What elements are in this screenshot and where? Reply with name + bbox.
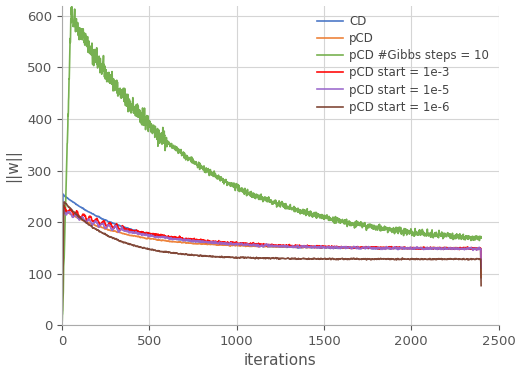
pCD #Gibbs steps = 10 <box>69 4 75 9</box>
Line: pCD start = 1e-3: pCD start = 1e-3 <box>62 205 481 268</box>
pCD #Gibbs steps = 10 <box>414 232 420 236</box>
pCD #Gibbs steps = 10 <box>478 236 484 240</box>
CD <box>117 223 123 228</box>
pCD #Gibbs steps = 10 <box>250 193 256 197</box>
CD <box>250 243 256 248</box>
pCD <box>105 228 111 232</box>
pCD <box>59 265 65 270</box>
pCD <box>60 207 66 212</box>
pCD start = 1e-3 <box>250 242 256 246</box>
pCD #Gibbs steps = 10 <box>59 318 65 323</box>
pCD <box>92 223 98 227</box>
pCD start = 1e-3 <box>92 219 98 223</box>
X-axis label: iterations: iterations <box>244 353 317 368</box>
pCD start = 1e-3 <box>478 266 484 270</box>
pCD start = 1e-6 <box>71 210 77 214</box>
pCD start = 1e-6 <box>59 308 65 313</box>
pCD start = 1e-6 <box>105 234 111 238</box>
CD <box>59 257 65 262</box>
pCD start = 1e-3 <box>105 223 111 227</box>
pCD start = 1e-3 <box>117 227 123 232</box>
pCD start = 1e-5 <box>59 265 65 270</box>
pCD <box>414 246 420 250</box>
CD <box>414 246 420 251</box>
Line: pCD start = 1e-6: pCD start = 1e-6 <box>62 202 481 310</box>
pCD start = 1e-6 <box>117 239 123 243</box>
pCD <box>250 244 256 248</box>
pCD #Gibbs steps = 10 <box>71 19 77 23</box>
Line: pCD #Gibbs steps = 10: pCD #Gibbs steps = 10 <box>62 7 481 321</box>
pCD start = 1e-3 <box>71 212 77 217</box>
pCD start = 1e-3 <box>61 203 67 208</box>
pCD <box>71 214 77 218</box>
pCD start = 1e-6 <box>61 200 67 204</box>
CD <box>478 275 484 280</box>
pCD start = 1e-5 <box>117 228 123 233</box>
pCD start = 1e-5 <box>60 206 66 211</box>
pCD start = 1e-6 <box>414 257 420 261</box>
pCD start = 1e-5 <box>250 242 256 247</box>
Legend: CD, pCD, pCD #Gibbs steps = 10, pCD start = 1e-3, pCD start = 1e-5, pCD start = : CD, pCD, pCD #Gibbs steps = 10, pCD star… <box>314 12 493 117</box>
pCD <box>117 230 123 235</box>
Y-axis label: ||w||: ||w|| <box>6 149 21 182</box>
CD <box>105 220 111 224</box>
pCD #Gibbs steps = 10 <box>105 76 111 81</box>
pCD start = 1e-5 <box>71 214 77 219</box>
pCD start = 1e-5 <box>478 266 484 270</box>
Line: CD: CD <box>62 194 481 278</box>
pCD start = 1e-5 <box>92 220 98 224</box>
Line: pCD: pCD <box>62 209 481 277</box>
pCD start = 1e-5 <box>105 223 111 227</box>
CD <box>71 200 77 205</box>
pCD start = 1e-6 <box>92 226 98 231</box>
pCD #Gibbs steps = 10 <box>92 50 98 55</box>
pCD start = 1e-3 <box>414 245 420 250</box>
CD <box>92 213 98 218</box>
pCD start = 1e-6 <box>478 283 484 288</box>
CD <box>60 192 66 196</box>
pCD #Gibbs steps = 10 <box>117 86 123 91</box>
pCD <box>478 275 484 279</box>
pCD start = 1e-6 <box>250 255 256 260</box>
pCD start = 1e-3 <box>59 264 65 269</box>
Line: pCD start = 1e-5: pCD start = 1e-5 <box>62 208 481 268</box>
pCD start = 1e-5 <box>414 245 420 250</box>
